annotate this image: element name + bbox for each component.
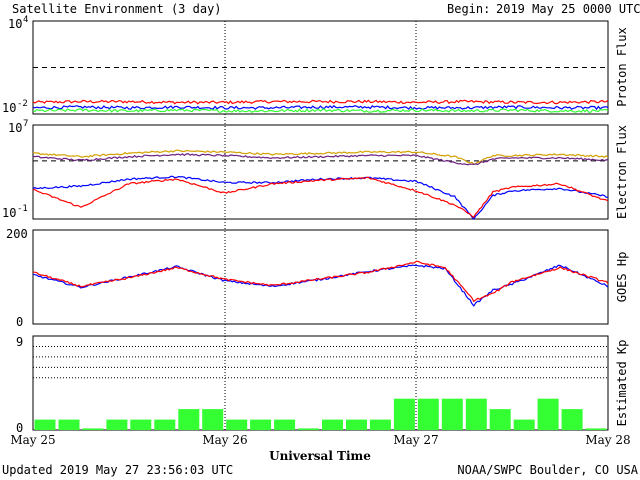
begin-label: Begin: [447,2,490,16]
kp-bar [178,409,200,430]
kp-bar [274,419,296,430]
proton-ylabel: Proton Flux [615,27,629,106]
kp-bar [346,419,367,430]
kp-bar [322,419,343,430]
proton-series-red [32,99,609,105]
kp-bar [82,428,104,430]
kp-bar [417,398,439,430]
chart-title: Satellite Environment (3 day) [12,2,222,16]
kp-bar [513,419,535,430]
updated-timestamp: Updated 2019 May 27 23:56:03 UTC [2,463,233,477]
x-axis-label: Universal Time [269,449,371,463]
hp-panel-frame [32,229,609,325]
electron-series-purple [32,153,609,166]
kp-bar [441,398,463,430]
hp-series-red [33,260,609,303]
kp-bar [58,419,80,430]
hp-ylabel: GOES Hp [615,252,629,303]
proton-flux-plot [32,67,609,113]
xtick-may27: May 27 [393,433,438,447]
kp-bar [154,419,176,430]
electron-ytick-top-exp: 7 [23,119,28,129]
kp-plot [33,335,608,430]
proton-ytick-top-exp: 4 [23,15,28,25]
kp-bar [250,419,272,430]
hp-ytick-top: 200 [6,227,28,241]
hp-ytick-bottom: 0 [16,315,23,329]
electron-ytick-bottom-exp: -1 [17,204,28,214]
proton-ytick-bottom-base: 10 [2,101,16,115]
kp-bar [202,409,224,430]
kp-bar [130,419,152,430]
hp-series-blue [32,264,609,307]
proton-ytick-bottom-exp: -2 [17,99,28,109]
electron-panel-frame [32,124,609,220]
kp-bar [34,419,56,430]
xtick-may28: May 28 [585,433,630,447]
kp-ytick-bottom: 0 [16,421,23,435]
electron-series-orange [32,149,609,165]
proton-series-green [32,108,609,113]
kp-ytick-top: 9 [16,335,23,349]
xtick-may25: May 25 [10,433,55,447]
proton-ytick-top-base: 10 [8,17,22,31]
kp-bar [537,398,559,430]
electron-ytick-bottom-base: 10 [2,206,16,220]
electron-ytick-top-base: 10 [8,121,22,135]
kp-bar [393,398,415,430]
kp-bar [465,398,487,430]
goes-hp-plot [32,260,609,307]
kp-bar [561,409,583,430]
kp-bar [226,419,248,430]
proton-series-blue [32,104,609,111]
begin-value: 2019 May 25 0000 UTC [496,2,640,16]
kp-panel-frame [32,335,609,431]
electron-series-blue [32,175,609,220]
kp-bar [369,419,391,430]
credit-text: NOAA/SWPC Boulder, CO USA [457,463,638,477]
day-separators [224,21,417,430]
kp-bar [298,428,319,430]
electron-ylabel: Electron Flux [615,125,629,219]
kp-bar [585,428,607,430]
electron-flux-plot [32,149,609,220]
kp-bar [489,409,511,430]
kp-ylabel: Estimated Kp [615,340,629,427]
kp-bar [106,419,128,430]
xtick-may26: May 26 [202,433,247,447]
electron-series-red [32,176,609,219]
